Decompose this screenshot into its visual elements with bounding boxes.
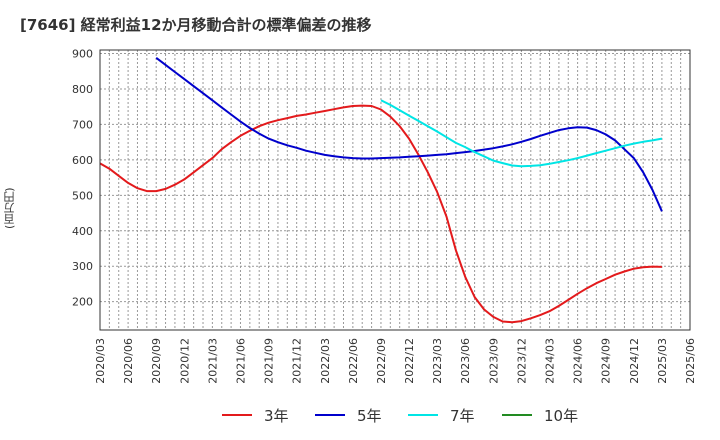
x-tick-label: 2022/12 [403,338,416,384]
y-tick-label: 300 [72,260,93,273]
x-tick-label: 2020/12 [178,338,191,384]
x-tick-label: 2020/06 [122,338,135,384]
legend-label-3y: 3年 [264,406,289,425]
legend-swatch-3y [222,414,252,416]
x-tick-label: 2025/06 [684,338,697,384]
x-tick-label: 2025/03 [656,338,669,384]
x-axis-ticks: 2020/03 2020/06 2020/09 2020/12 2021/03 2021/… [94,338,697,384]
y-tick-label: 600 [72,154,93,167]
y-tick-label: 700 [72,118,93,131]
x-tick-label: 2023/12 [515,338,528,384]
x-tick-label: 2020/03 [94,338,107,384]
legend-item-7y: 7年 [408,404,475,426]
y-tick-label: 900 [72,48,93,61]
x-tick-label: 2024/03 [544,338,557,384]
legend-item-3y: 3年 [222,404,289,426]
x-tick-label: 2021/12 [291,338,304,384]
series-line-5年 [155,57,663,212]
grid-lines [99,50,691,330]
x-tick-label: 2022/03 [319,338,332,384]
chart-title: [7646] 経常利益12か月移動合計の標準偏差の推移 [20,16,372,34]
x-tick-label: 2023/06 [459,338,472,384]
y-tick-label: 400 [72,225,93,238]
series-line-7年 [380,99,663,168]
x-tick-label: 2021/09 [263,338,276,384]
series-lines [99,57,663,324]
y-tick-label: 500 [72,189,93,202]
legend-item-5y: 5年 [315,404,382,426]
y-axis-ticks: 200 300 400 500 600 700 800 900 [72,48,93,309]
x-tick-label: 2022/09 [375,338,388,384]
y-tick-label: 200 [72,296,93,309]
y-tick-label: 800 [72,83,93,96]
x-tick-label: 2020/09 [150,338,163,384]
x-tick-label: 2024/06 [572,338,585,384]
x-tick-label: 2024/12 [628,338,641,384]
x-tick-label: 2024/09 [600,338,613,384]
x-tick-label: 2023/09 [487,338,500,384]
legend-swatch-5y [315,414,345,416]
legend-swatch-7y [408,414,438,416]
x-tick-label: 2021/03 [206,338,219,384]
legend-item-10y: 10年 [502,404,578,426]
legend: 3年 5年 7年 10年 [0,404,720,428]
plot-frame [99,49,691,331]
x-tick-label: 2023/03 [431,338,444,384]
legend-label-5y: 5年 [357,406,382,425]
x-tick-label: 2021/06 [234,338,247,384]
series-line-3年 [99,104,662,324]
legend-swatch-10y [502,414,532,416]
legend-label-7y: 7年 [450,406,475,425]
legend-label-10y: 10年 [544,406,579,425]
x-tick-label: 2022/06 [347,338,360,384]
